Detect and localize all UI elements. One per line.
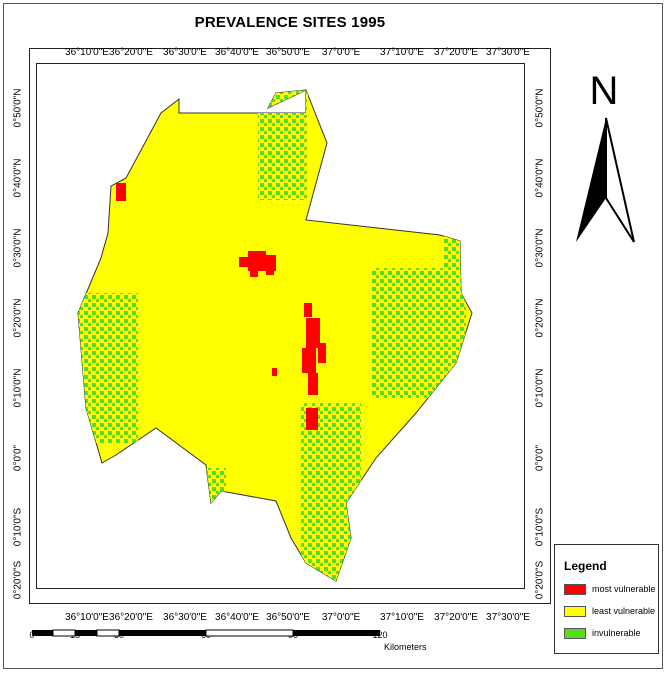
- legend-label: invulnerable: [592, 628, 641, 638]
- lat-tick-right: 0°10'0"S: [534, 507, 546, 547]
- legend-item-invulnerable: invulnerable: [564, 626, 641, 640]
- invulnerable-zone-southwest: [196, 468, 226, 508]
- lon-tick-bottom: 36°40'0"E: [215, 612, 259, 623]
- svg-text:N: N: [590, 69, 619, 113]
- lon-tick-top: 36°40'0"E: [215, 47, 259, 58]
- lat-tick-right: 0°20'0"N: [534, 298, 546, 338]
- invulnerable-zone-northeast: [444, 235, 464, 305]
- legend-label: least vulnerable: [592, 606, 656, 616]
- lon-tick-bottom: 37°20'0"E: [434, 612, 478, 623]
- lon-tick-top: 37°30'0"E: [486, 47, 530, 58]
- lat-tick-right: 0°10'0"N: [534, 368, 546, 408]
- lat-tick-left: 0°10'0"S: [12, 507, 24, 547]
- lon-tick-top: 37°20'0"E: [434, 47, 478, 58]
- lon-tick-bottom: 37°0'0"E: [321, 612, 361, 623]
- lat-tick-right: 0°50'0"N: [534, 88, 546, 128]
- legend-swatch-green: [564, 627, 586, 639]
- map-frame-outer: [29, 48, 551, 604]
- invulnerable-zone-west: [78, 293, 138, 443]
- lat-tick-left: 0°20'0"N: [12, 298, 24, 338]
- lat-tick-right: 0°30'0"N: [534, 228, 546, 268]
- lon-tick-top: 36°20'0"E: [109, 47, 153, 58]
- map-legend: Legend most vulnerable least vulnerable …: [554, 544, 659, 654]
- invulnerable-zone-north: [258, 90, 308, 200]
- lat-tick-left: 0°10'0"N: [12, 368, 24, 408]
- map-frame-inner: [36, 63, 525, 589]
- lat-tick-left: 0°40'0"N: [12, 158, 24, 198]
- legend-item-most-vulnerable: most vulnerable: [564, 582, 656, 596]
- lon-tick-top: 36°50'0"E: [266, 47, 310, 58]
- scale-bar: [32, 629, 380, 637]
- lon-tick-top: 36°30'0"E: [163, 47, 207, 58]
- lat-tick-right: 0°40'0"N: [534, 158, 546, 198]
- lat-tick-left: 0°0'0": [12, 444, 24, 472]
- lat-tick-left: 0°30'0"N: [12, 228, 24, 268]
- map-title: PREVALENCE SITES 1995: [194, 14, 386, 31]
- legend-swatch-red: [564, 583, 586, 595]
- lon-tick-bottom: 36°30'0"E: [163, 612, 207, 623]
- lat-tick-right: 0°0'0": [534, 444, 546, 472]
- lon-tick-top: 37°0'0"E: [321, 47, 361, 58]
- map-layout-border: [3, 3, 663, 669]
- lon-tick-bottom: 36°10'0"E: [65, 612, 109, 623]
- vulnerability-map: [77, 89, 473, 582]
- lon-tick-top: 37°10'0"E: [380, 47, 424, 58]
- lon-tick-bottom: 37°30'0"E: [486, 612, 530, 623]
- legend-item-least-vulnerable: least vulnerable: [564, 604, 655, 618]
- most-vulnerable-clusters: [116, 183, 326, 430]
- lat-tick-right: 0°20'0"S: [534, 560, 546, 600]
- legend-title: Legend: [564, 559, 607, 573]
- lat-tick-left: 0°20'0"S: [12, 560, 24, 600]
- lon-tick-bottom: 36°50'0"E: [266, 612, 310, 623]
- lon-tick-bottom: 37°10'0"E: [380, 612, 424, 623]
- lon-tick-bottom: 36°20'0"E: [109, 612, 153, 623]
- legend-label: most vulnerable: [592, 584, 656, 594]
- north-arrow-icon: N: [576, 69, 635, 243]
- legend-swatch-yellow: [564, 605, 586, 617]
- scale-unit-label: Kilometers: [384, 642, 427, 652]
- lat-tick-left: 0°50'0"N: [12, 88, 24, 128]
- lon-tick-top: 36°10'0"E: [65, 47, 109, 58]
